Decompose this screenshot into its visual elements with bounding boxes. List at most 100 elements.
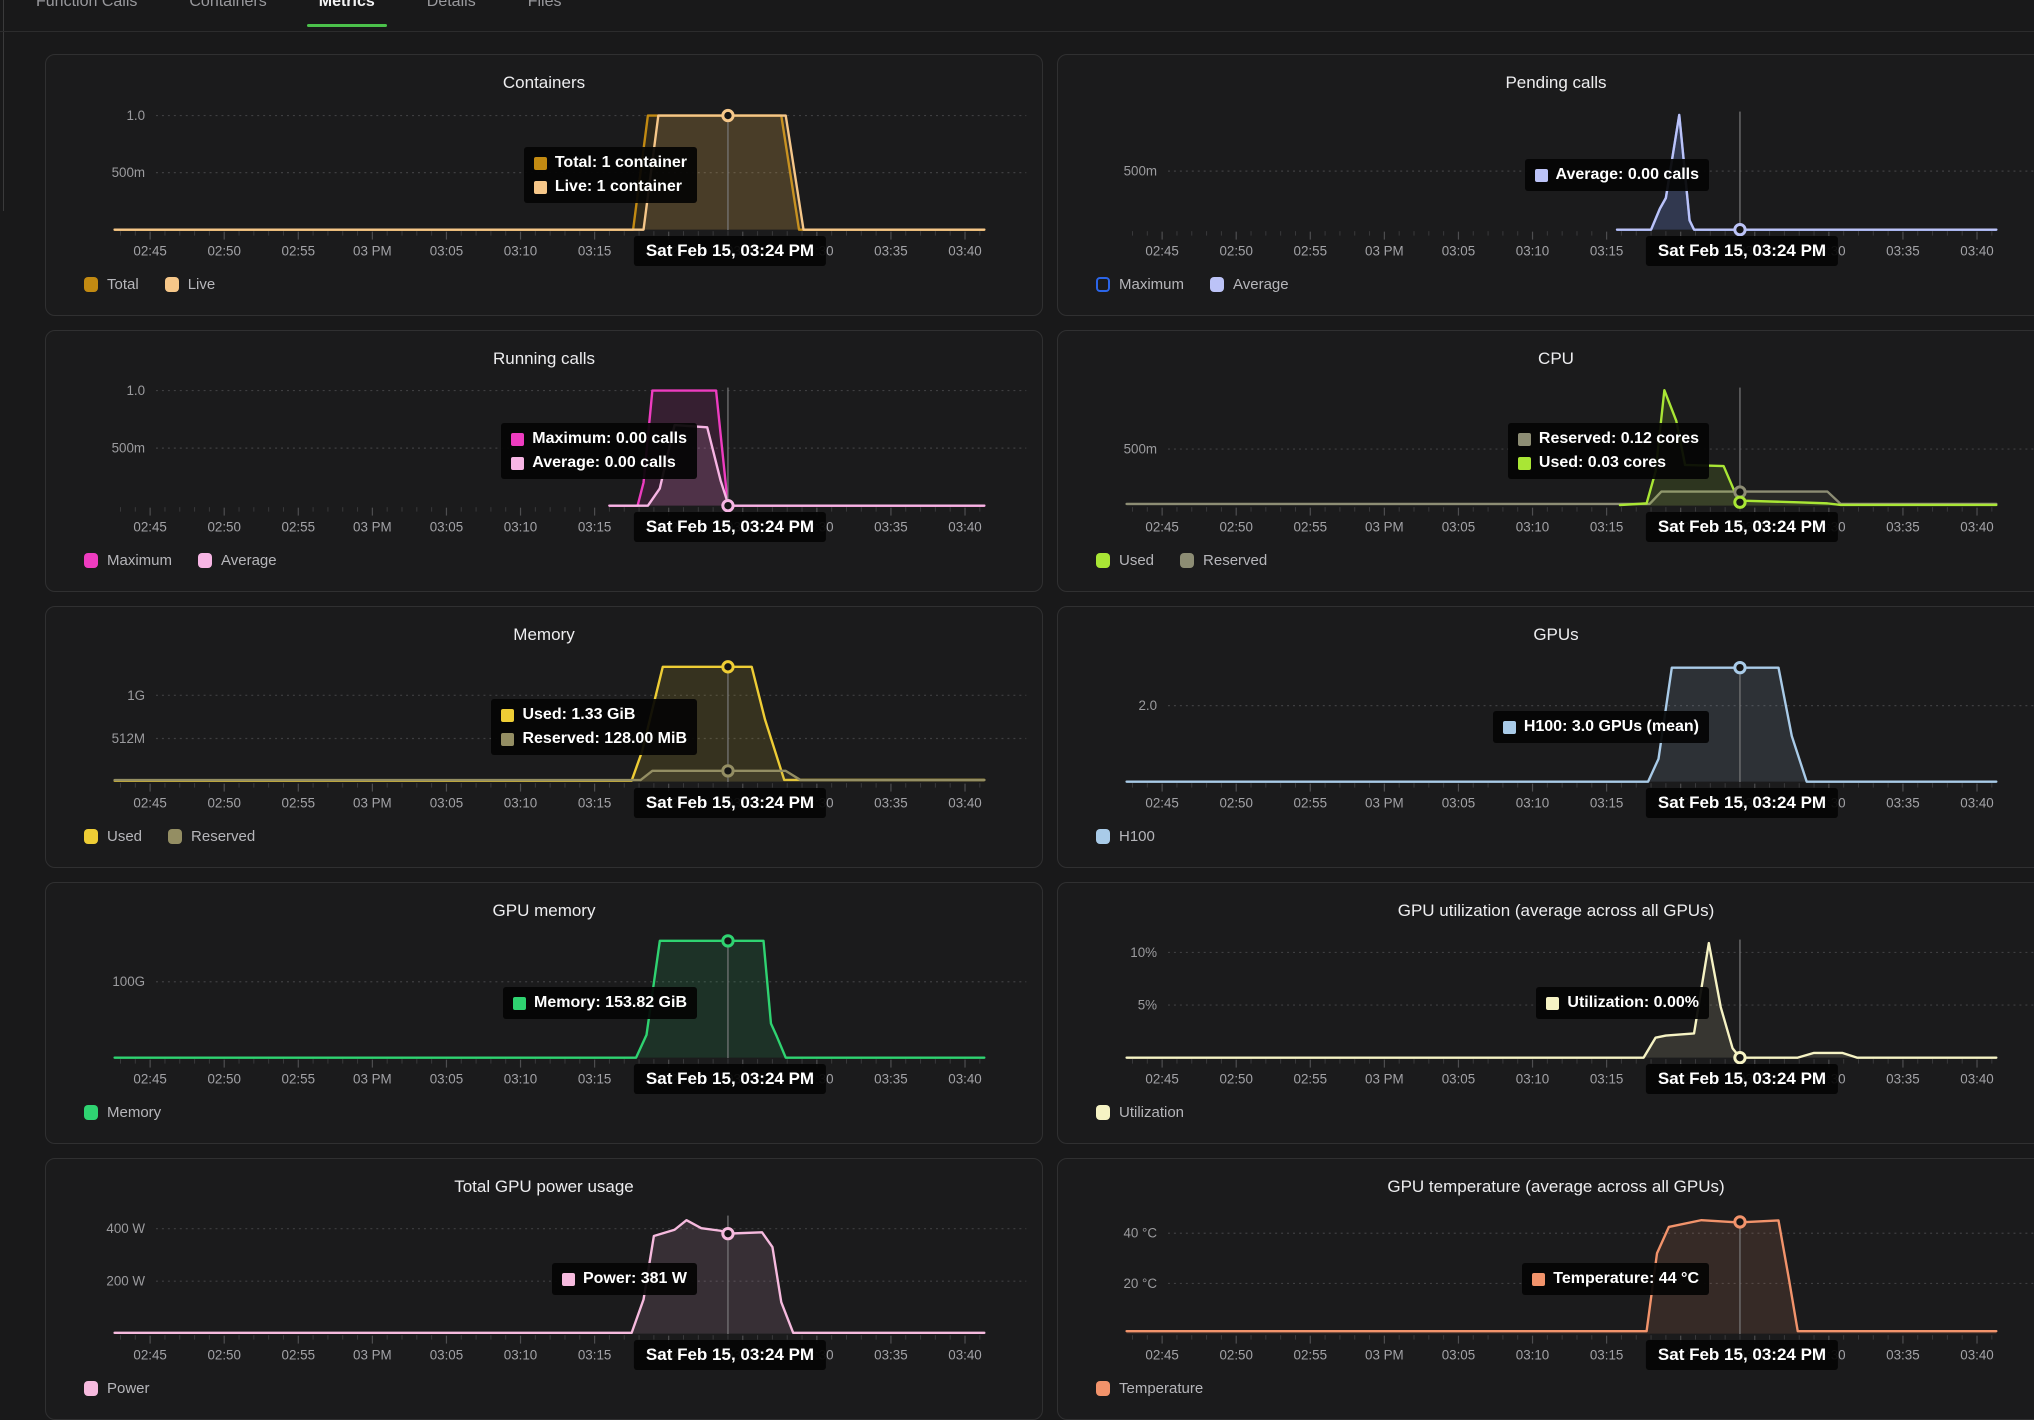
chart-card-cpu: CPU 500m 02:45 02:50 02:55 03 PM 03:05 03:10 03… [1057,330,2034,592]
x-axis-label: 03:40 [1960,243,1993,258]
y-axis-label: 20 °C [1123,1276,1157,1291]
tab-metrics[interactable]: Metrics [305,0,389,29]
tooltip-row: Used: 1.33 GiB [501,706,687,724]
y-axis-label: 400 W [106,1221,145,1236]
x-axis-label: 02:55 [1294,795,1327,810]
x-axis-label: 03:35 [874,519,907,534]
tooltip-series-swatch [561,1272,575,1286]
crosshair-date-tooltip: Sat Feb 15, 03:24 PM [1645,1064,1839,1094]
chart-legend: Used Reserved [84,828,255,845]
x-axis-label: 03:05 [1442,1071,1475,1086]
legend-label: Utilization [1119,1104,1185,1121]
chart-title: GPUs [1533,625,1579,644]
x-axis-label: 03:40 [948,519,981,534]
crosshair-date-tooltip: Sat Feb 15, 03:24 PM [633,788,827,818]
chart-plot-area[interactable]: 1.0 500m 02:45 02:50 02:55 03 PM 03:05 03:10 03:… [46,55,1042,315]
legend-item-utilization[interactable]: Utilization [1096,1104,1184,1121]
x-axis-label: 03:15 [1590,795,1623,810]
chart-title: GPU memory [492,901,596,920]
x-axis-label: 03:40 [948,243,981,258]
legend-item-reserved[interactable]: Reserved [168,828,255,845]
series-tooltip: Temperature: 44 °C [1522,1263,1709,1295]
x-axis-label: 03 PM [353,243,392,258]
y-axis-label: 40 °C [1123,1226,1157,1241]
legend-label: Memory [107,1104,162,1121]
crosshair-date-tooltip: Sat Feb 15, 03:24 PM [633,236,827,266]
tab-function-calls[interactable]: Function Calls [36,0,138,10]
legend-item-average[interactable]: Average [1210,276,1289,293]
legend-item-maximum[interactable]: Maximum [1096,276,1184,293]
x-axis-label: 03:40 [1960,795,1993,810]
chart-card-pending-calls: Pending calls 500m 02:45 02:50 02:55 03 PM 03… [1057,54,2034,316]
crosshair-marker [721,499,735,513]
legend-swatch [1096,277,1110,292]
tooltip-text: Memory: 153.82 GiB [534,994,687,1011]
legend-item-average[interactable]: Average [198,552,277,569]
tab-files[interactable]: Files [527,0,562,10]
x-axis-label: 03:15 [578,795,611,810]
legend-label: Average [1233,276,1289,293]
legend-item-reserved[interactable]: Reserved [1180,552,1267,569]
series-tooltip: H100: 3.0 GPUs (mean) [1492,711,1709,743]
series-line-reserved [113,769,986,782]
x-axis-label: 03:35 [874,1071,907,1086]
legend-label: Maximum [1119,276,1185,293]
chart-title: CPU [1538,349,1574,368]
tooltip-row: Memory: 153.82 GiB [513,994,687,1012]
legend-swatch [1096,1381,1110,1396]
series-line-h100 [1125,666,1998,783]
y-axis-label: 200 W [106,1274,145,1289]
legend-item-temperature[interactable]: Temperature [1096,1380,1203,1397]
legend-swatch [1096,1105,1110,1120]
x-axis-label: 03:05 [430,795,463,810]
legend-item-h100[interactable]: H100 [1096,828,1155,845]
legend-label: Average [221,552,277,569]
legend-item-total[interactable]: Total [84,276,139,293]
crosshair-date-tooltip: Sat Feb 15, 03:24 PM [1645,1340,1839,1370]
tab-containers[interactable]: Containers [189,0,267,10]
legend-item-used[interactable]: Used [1096,552,1154,569]
series-tooltip: Average: 0.00 calls [1524,159,1709,191]
chart-legend: Memory [84,1104,161,1121]
crosshair-marker [721,108,735,123]
legend-item-memory[interactable]: Memory [84,1104,161,1121]
tooltip-text: H100: 3.0 GPUs (mean) [1523,718,1699,735]
tooltip-series-swatch [1517,432,1531,446]
tooltip-row: Reserved: 128.00 MiB [501,730,687,748]
chart-plot-area[interactable]: 100G 02:45 02:50 02:55 03 PM 03:05 03:10 03:15 0… [46,883,1042,1143]
crosshair-marker [721,1227,735,1241]
chart-plot-area[interactable]: 500m 02:45 02:50 02:55 03 PM 03:05 03:10 03:15 0… [1058,331,2034,591]
crosshair-marker [1733,495,1747,509]
chart-title: GPU temperature (average across all GPUs… [1387,1177,1725,1196]
x-axis-label: 02:55 [1294,519,1327,534]
legend-item-power[interactable]: Power [84,1380,150,1397]
tooltip-row: H100: 3.0 GPUs (mean) [1502,718,1699,736]
y-axis-label: 1.0 [126,108,145,123]
crosshair-date-tooltip: Sat Feb 15, 03:24 PM [1645,512,1839,542]
legend-item-used[interactable]: Used [84,828,142,845]
x-axis-label: 03 PM [1365,1071,1404,1086]
tooltip-series-swatch [533,180,547,194]
x-axis-label: 02:50 [207,519,240,534]
y-axis-label: 2.0 [1138,698,1157,713]
series-tooltip: Maximum: 0.00 calls Average: 0.00 calls [501,423,697,479]
tab-details[interactable]: Details [426,0,476,10]
x-axis-label: 03:15 [578,519,611,534]
chart-title: GPU utilization (average across all GPUs… [1397,901,1715,920]
legend-item-maximum[interactable]: Maximum [84,552,172,569]
x-axis-label: 03:15 [578,243,611,258]
x-axis-label: 03:05 [1442,243,1475,258]
x-axis-label: 03:10 [504,243,537,258]
x-axis-label: 03:15 [1590,243,1623,258]
series-tooltip: Total: 1 container Live: 1 container [523,147,697,203]
x-axis-label: 02:50 [207,243,240,258]
legend-item-live[interactable]: Live [164,276,215,293]
x-axis-label: 03:10 [504,1071,537,1086]
x-axis-label: 03:10 [1516,519,1549,534]
x-axis-label: 02:55 [282,1071,315,1086]
x-axis-label: 02:55 [1294,243,1327,258]
y-axis-label: 500m [1124,164,1157,179]
crosshair-marker [721,660,735,674]
x-axis-label: 03:35 [874,795,907,810]
